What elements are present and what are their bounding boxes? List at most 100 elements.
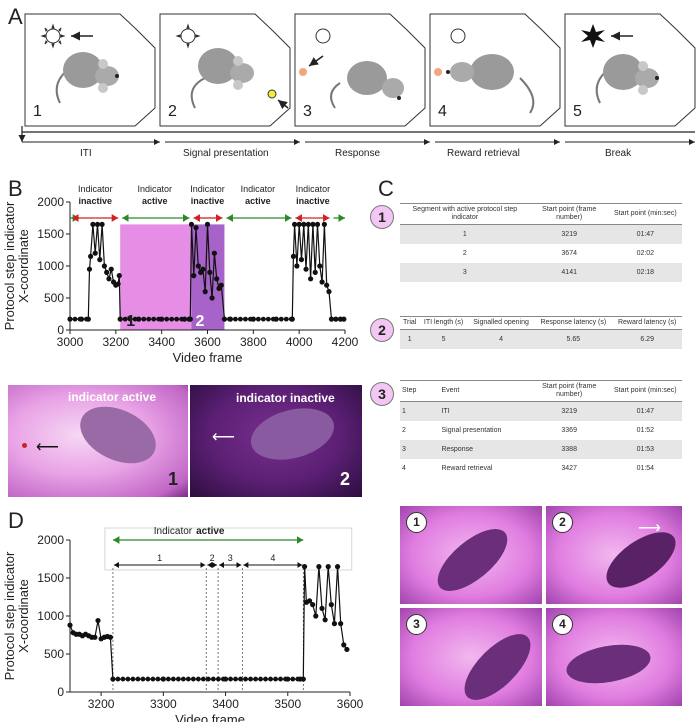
- data-point: [207, 269, 213, 275]
- data-point: [106, 276, 112, 282]
- data-point: [303, 266, 309, 272]
- data-point: [107, 634, 114, 640]
- cell: Reward retrieval: [441, 465, 493, 473]
- data-point: [221, 316, 228, 322]
- data-point: [94, 221, 101, 227]
- data-point: [338, 621, 344, 627]
- data-point: [180, 676, 186, 682]
- data-point: [310, 602, 316, 608]
- data-point: [140, 676, 146, 682]
- data-point: [164, 316, 170, 322]
- data-point: [209, 295, 215, 301]
- series-line: [69, 566, 348, 680]
- y-tick-label: 1500: [37, 571, 64, 585]
- indicator-state: active: [142, 196, 168, 206]
- photo-indicator-inactive: ⟵ indicator inactive 2: [190, 385, 362, 497]
- data-point: [228, 676, 233, 682]
- data-point: [170, 676, 176, 682]
- table-row: 4 Reward retrieval 3427 01:54: [400, 459, 682, 478]
- rat-icon: [446, 54, 535, 114]
- photo-number-1: 1: [168, 469, 179, 489]
- data-point: [296, 221, 302, 227]
- light-off-icon: [581, 24, 605, 48]
- photo-number-2: 2: [340, 469, 351, 489]
- data-point: [290, 676, 296, 682]
- data-point: [115, 281, 121, 287]
- data-point: [117, 316, 123, 322]
- photo-number-badge: 2: [552, 512, 573, 533]
- data-point: [90, 221, 96, 227]
- data-point: [115, 676, 121, 682]
- data-point: [324, 282, 330, 288]
- table-trial: Trial ITI length (s) Signalled opening R…: [400, 315, 682, 350]
- reward-pellet-icon: [299, 68, 307, 76]
- data-point: [188, 221, 195, 227]
- cell: 1: [400, 401, 440, 422]
- data-point: [156, 316, 162, 322]
- data-point: [110, 676, 116, 682]
- indicator-state: inactive: [191, 196, 225, 206]
- data-point: [333, 316, 339, 322]
- x-tick-label: 3500: [274, 697, 301, 711]
- indicator-label: Indicator: [190, 184, 225, 194]
- data-point: [291, 221, 298, 227]
- data-point: [150, 676, 156, 682]
- cell: 5: [419, 329, 468, 350]
- data-point: [326, 289, 332, 295]
- data-point: [305, 221, 311, 227]
- step-label: 2: [210, 553, 215, 563]
- data-point: [211, 250, 217, 256]
- data-point: [169, 316, 175, 322]
- col-header: Start point (min:sec): [608, 202, 682, 226]
- data-point: [92, 250, 98, 256]
- cell: 4: [402, 465, 406, 473]
- data-point: [218, 282, 224, 288]
- col-header: Response latency (s): [534, 315, 613, 331]
- data-point: [193, 225, 199, 231]
- y-tick-label: 1000: [37, 609, 64, 623]
- data-point: [200, 676, 206, 682]
- col-header: Event: [439, 379, 530, 403]
- photo-caption-active: indicator active: [68, 390, 157, 404]
- data-point: [258, 676, 263, 682]
- data-point: [278, 316, 284, 322]
- data-point: [86, 266, 93, 272]
- step-label: 4: [270, 553, 275, 563]
- x-tick-label: 3600: [194, 335, 221, 349]
- col-header: Step: [400, 379, 440, 403]
- rat-icon: [190, 48, 254, 109]
- cell: 4: [467, 329, 535, 350]
- cell: 3674: [561, 250, 577, 258]
- cell: 6.29: [612, 329, 682, 350]
- y-axis-label: X-coordinate: [16, 229, 31, 303]
- data-point: [92, 634, 98, 640]
- timeline-label-break: Break: [605, 148, 632, 159]
- cell: 3369: [561, 427, 577, 435]
- cell: 01:53: [608, 440, 682, 460]
- indicator-state: inactive: [296, 196, 330, 206]
- data-point: [260, 316, 266, 322]
- indicator-state: inactive: [78, 196, 112, 206]
- indicator-state: active: [196, 526, 225, 537]
- step-number-4: 4: [438, 103, 447, 120]
- y-tick-label: 500: [44, 647, 64, 661]
- data-point: [344, 646, 350, 653]
- data-point: [227, 316, 232, 322]
- x-tick-label: 4200: [332, 335, 359, 349]
- x-tick-label: 3600: [337, 697, 364, 711]
- cell: 3: [400, 440, 440, 460]
- cell: 01:54: [636, 465, 655, 473]
- data-point: [130, 676, 136, 682]
- data-point: [151, 316, 157, 322]
- data-point: [99, 221, 105, 227]
- timeline-label-signal: Signal presentation: [183, 148, 269, 159]
- table-row: 1 3219 01:47: [400, 224, 682, 245]
- rat-shape: [71, 395, 165, 475]
- indicator-label: Indicator: [138, 184, 173, 194]
- rat-shape: [427, 518, 518, 602]
- cell: 3: [400, 263, 530, 283]
- chamber-step-2: 2: [159, 13, 291, 127]
- panel-letter-b: B: [8, 176, 23, 201]
- col-header: Reward latency (s): [612, 315, 682, 331]
- data-point: [215, 676, 221, 682]
